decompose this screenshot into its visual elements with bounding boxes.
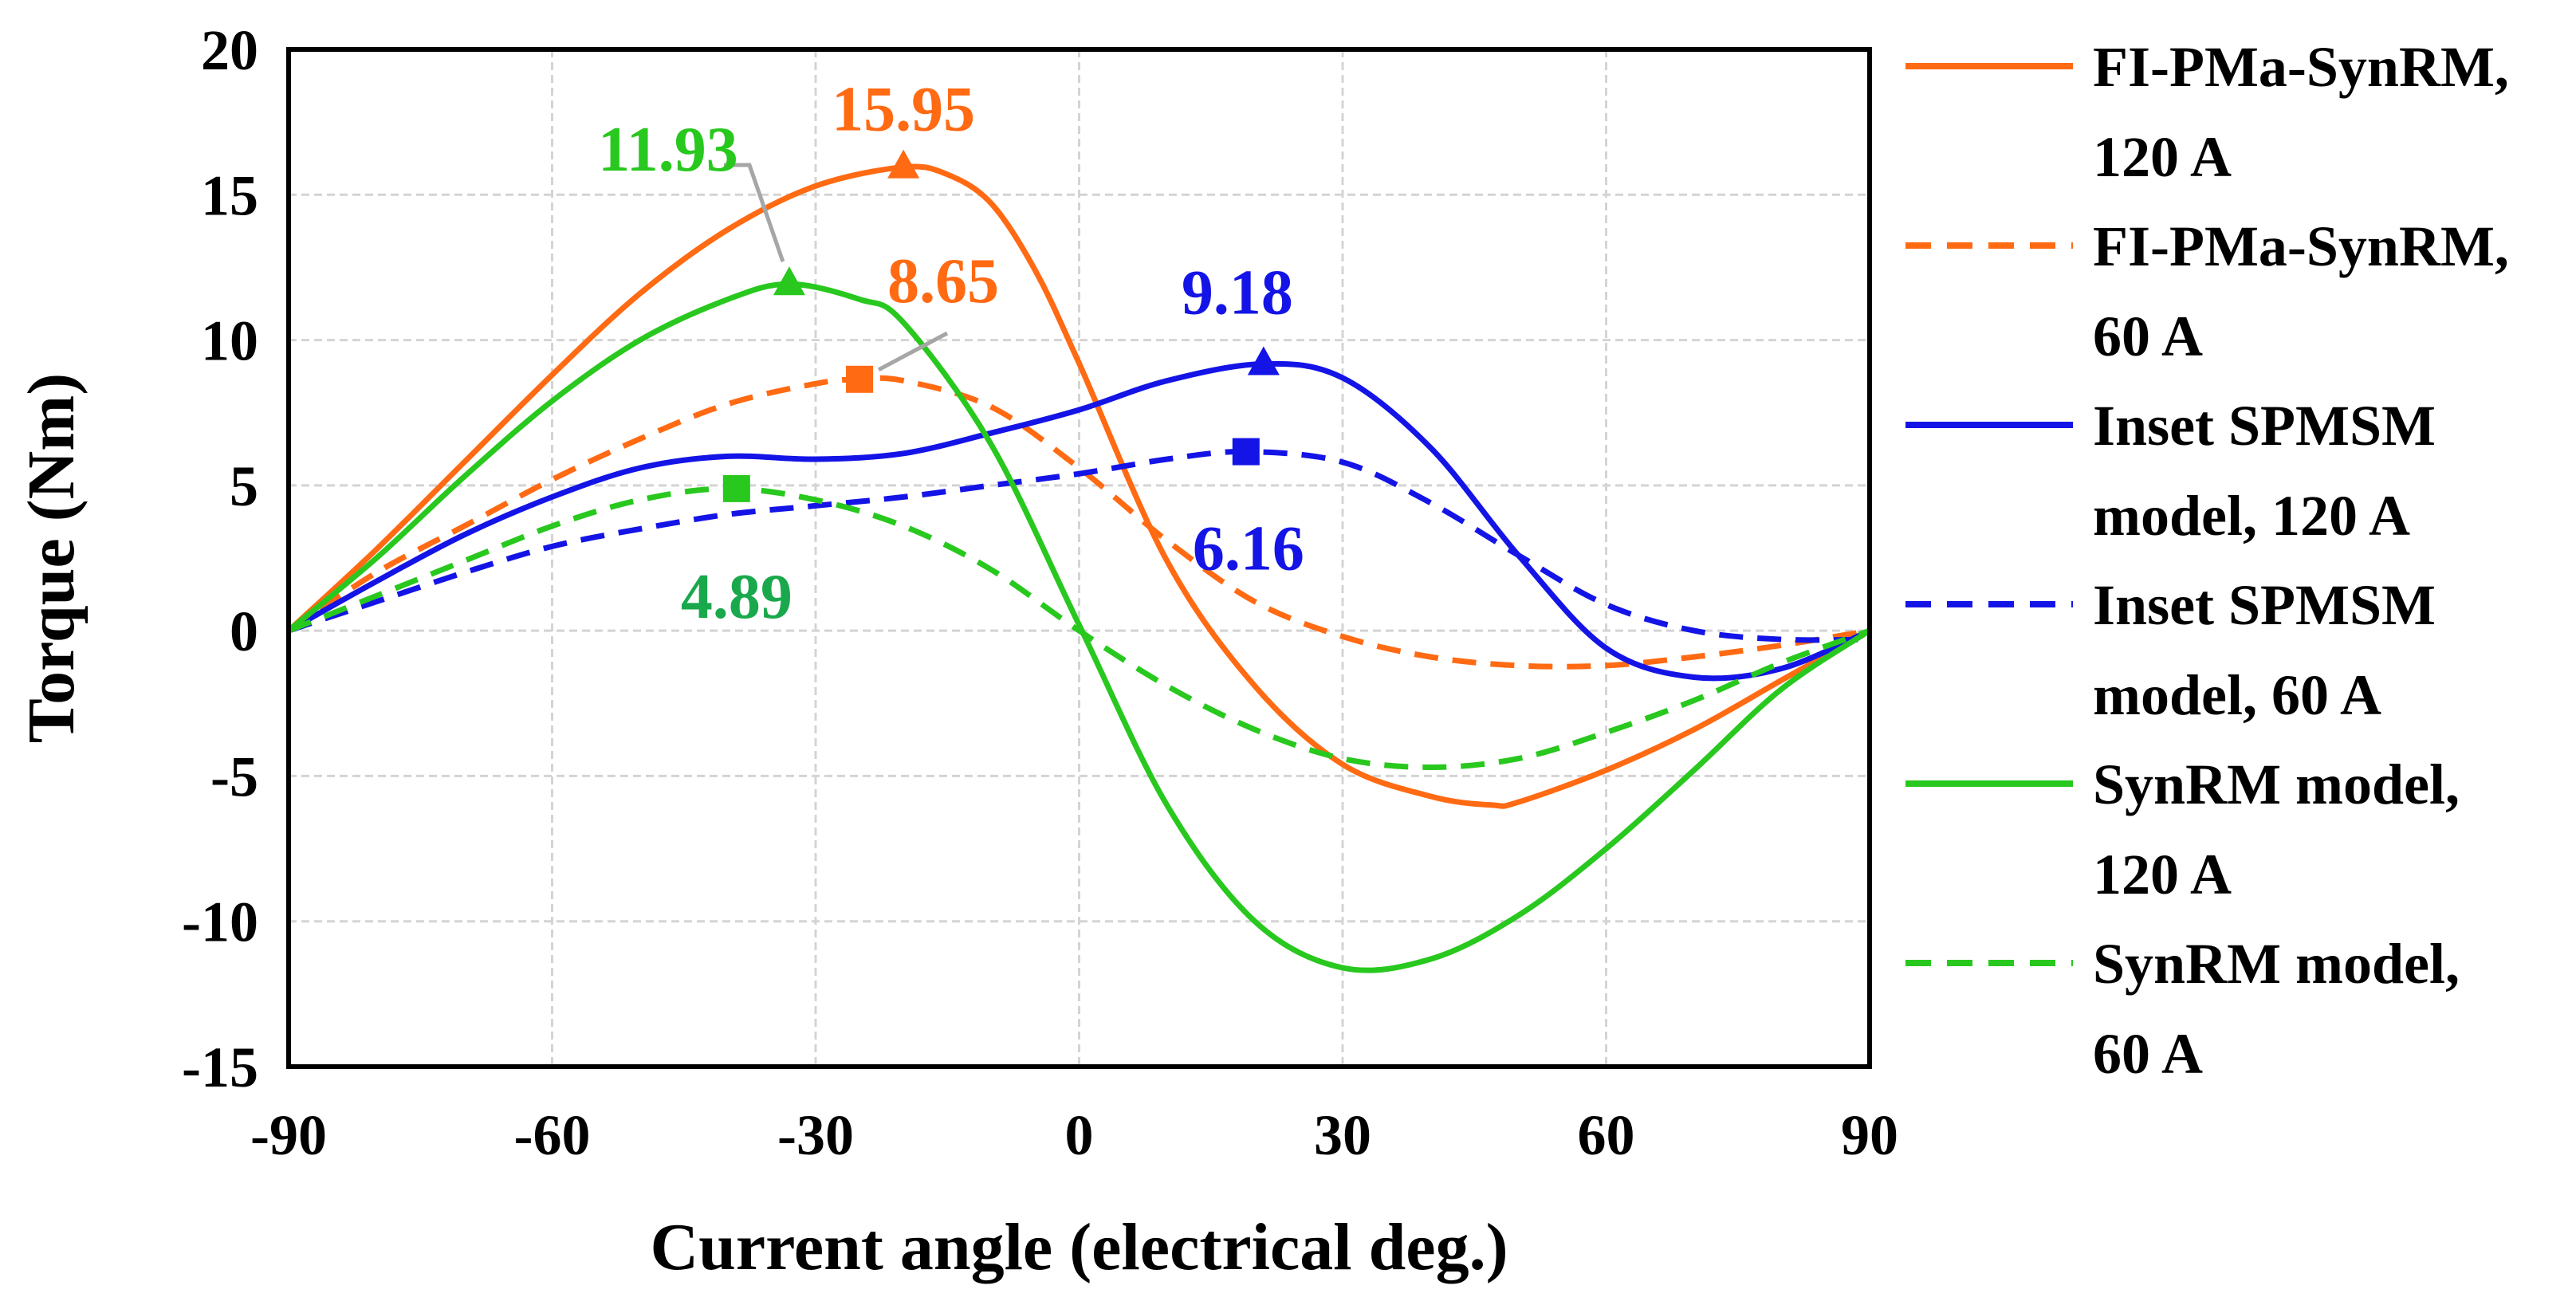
series-line-inset-spmsm-model-120-a [287, 360, 1871, 682]
annotation-leaders [724, 163, 949, 371]
peak-marker-fi-pma-synrm-60-a [846, 365, 874, 393]
annotation-9-18: 9.18 [1182, 257, 1293, 328]
y-tick-label: -15 [182, 1036, 258, 1099]
annotation-11-93: 11.93 [598, 115, 738, 185]
annotation-6-16: 6.16 [1193, 514, 1304, 584]
y-tick-label: 5 [230, 454, 258, 518]
y-tick-label: 0 [230, 599, 258, 663]
peak-markers [722, 149, 1280, 502]
legend-item-fi-pma-synrm-120-a: FI-PMa-SynRM, 120 A [1905, 35, 2509, 189]
x-axis-title: Current angle (electrical deg.) [650, 1210, 1508, 1284]
y-tick-label: 15 [201, 163, 258, 227]
peak-marker-inset-spmsm-model-120-a [1247, 346, 1280, 375]
legend: FI-PMa-SynRM, 120 A FI-PMa-SynRM, 60 A Inset… [1905, 35, 2509, 1086]
legend-label: 60 A [2093, 305, 2203, 368]
legend-label: SynRM model, [2093, 753, 2460, 816]
y-tick-label: -10 [182, 890, 258, 954]
series-line-synrm-model-120-a [286, 281, 1871, 973]
legend-label: FI-PMa-SynRM, [2093, 214, 2509, 278]
x-tick-label: -60 [514, 1103, 591, 1167]
legend-item-synrm-model-120-a: SynRM model, 120 A [1905, 753, 2460, 906]
annotation-8-65: 8.65 [887, 246, 999, 316]
legend-label: Inset SPMSM [2093, 394, 2436, 458]
y-tick-label: -5 [210, 745, 258, 808]
value-annotations: 15.95 8.65 9.18 6.16 11.93 4.89 [598, 75, 1304, 632]
legend-item-inset-spmsm-model-60-a: Inset SPMSM model, 60 A [1905, 573, 2436, 727]
legend-label: model, 120 A [2093, 484, 2410, 548]
plot-frame [286, 47, 1872, 1069]
x-tick-label: 60 [1578, 1103, 1635, 1167]
x-tick-label: 30 [1314, 1103, 1371, 1167]
x-tick-label: -30 [777, 1103, 854, 1167]
series-line-synrm-model-60-a [287, 485, 1871, 770]
legend-label: 120 A [2093, 843, 2232, 906]
x-tick-label: 90 [1841, 1103, 1898, 1167]
tick-labels: -90 -60 -30 0 30 60 90 -15 -10 -5 0 5 10 15 20 [182, 18, 1898, 1167]
annotation-4-89: 4.89 [681, 562, 792, 632]
legend-label: 120 A [2093, 125, 2232, 189]
legend-item-inset-spmsm-model-120-a: Inset SPMSM model, 120 A [1905, 394, 2436, 548]
peak-marker-synrm-model-60-a [722, 474, 750, 502]
grid-lines [287, 48, 1871, 1068]
leader-line-8-65 [877, 331, 949, 371]
legend-label: SynRM model, [2093, 932, 2460, 996]
peak-marker-fi-pma-synrm-120-a [887, 149, 920, 179]
y-tick-label: 20 [201, 18, 258, 82]
leader-line-11-93 [724, 163, 785, 263]
annotation-15-95: 15.95 [832, 75, 975, 145]
x-tick-label: -90 [250, 1103, 327, 1167]
legend-item-synrm-model-60-a: SynRM model, 60 A [1905, 932, 2460, 1086]
y-axis-title: Torque (Nm) [14, 373, 88, 743]
series-line-inset-spmsm-model-60-a [287, 449, 1870, 643]
series-line-fi-pma-synrm-120-a [286, 163, 1871, 809]
legend-label: 60 A [2093, 1022, 2203, 1086]
x-tick-label: 0 [1065, 1103, 1094, 1167]
y-tick-label: 10 [201, 309, 258, 373]
legend-label: Inset SPMSM [2093, 573, 2436, 637]
peak-marker-inset-spmsm-model-60-a [1232, 438, 1260, 466]
legend-item-fi-pma-synrm-60-a: FI-PMa-SynRM, 60 A [1905, 214, 2509, 368]
series-layer [286, 163, 1871, 973]
peak-marker-synrm-model-120-a [773, 266, 805, 296]
legend-label: model, 60 A [2093, 663, 2381, 727]
legend-label: FI-PMa-SynRM, [2093, 35, 2509, 99]
